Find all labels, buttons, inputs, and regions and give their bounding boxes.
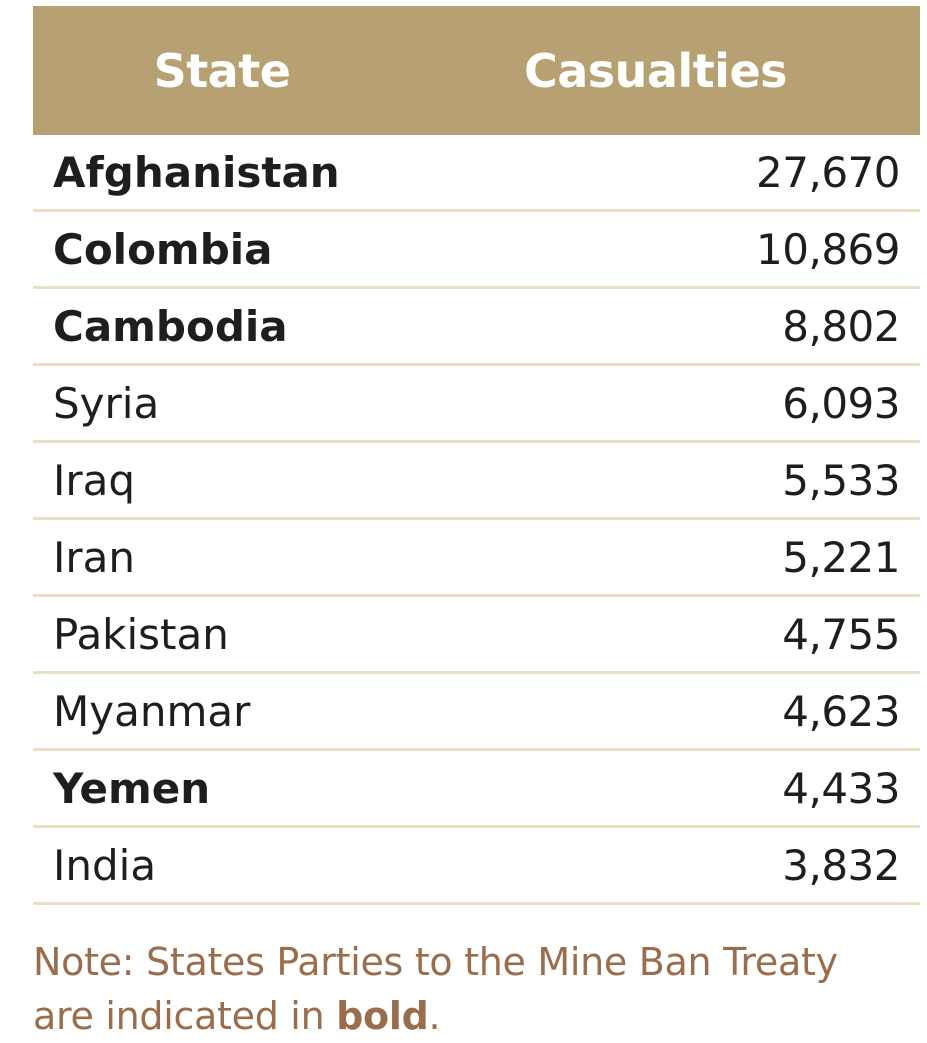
casualty-value: 4,755 (782, 609, 900, 659)
table-row: Afghanistan 27,670 (33, 135, 920, 212)
table-header: State Casualties (33, 6, 920, 135)
state-name: Afghanistan (53, 147, 340, 197)
state-name: Cambodia (53, 301, 288, 351)
casualty-value: 4,623 (782, 686, 900, 736)
casualty-value: 3,832 (782, 840, 900, 890)
state-name: Yemen (53, 763, 211, 813)
casualty-value: 4,433 (782, 763, 900, 813)
header-state: State (153, 43, 291, 98)
table-row: Yemen 4,433 (33, 751, 920, 828)
state-name: Iraq (53, 455, 136, 505)
state-name: Iran (53, 532, 136, 582)
note-line-2: are indicated in bold. (33, 989, 927, 1043)
table-row: India 3,832 (33, 828, 920, 905)
casualties-table: State Casualties Afghanistan 27,670 Colo… (33, 6, 920, 905)
casualty-value: 8,802 (782, 301, 900, 351)
state-name: India (53, 840, 157, 890)
table-row: Cambodia 8,802 (33, 289, 920, 366)
state-name: Pakistan (53, 609, 229, 659)
casualty-value: 27,670 (756, 147, 900, 197)
table-row: Myanmar 4,623 (33, 674, 920, 751)
state-name: Colombia (53, 224, 273, 274)
casualty-value: 10,869 (756, 224, 900, 274)
table-row: Iraq 5,533 (33, 443, 920, 520)
table-row: Pakistan 4,755 (33, 597, 920, 674)
note-line-1: Note: States Parties to the Mine Ban Tre… (33, 940, 838, 984)
note-period: . (428, 994, 441, 1038)
table-row: Syria 6,093 (33, 366, 920, 443)
casualty-value: 5,221 (782, 532, 900, 582)
note-line-2-text: are indicated in (33, 994, 337, 1038)
table-row: Colombia 10,869 (33, 212, 920, 289)
table-note: Note: States Parties to the Mine Ban Tre… (33, 935, 927, 1043)
table-row: Iran 5,221 (33, 520, 920, 597)
note-bold-word: bold (336, 994, 429, 1038)
state-name: Syria (53, 378, 160, 428)
header-casualties: Casualties (523, 43, 788, 98)
state-name: Myanmar (53, 686, 251, 736)
casualty-value: 5,533 (782, 455, 900, 505)
casualty-value: 6,093 (782, 378, 900, 428)
